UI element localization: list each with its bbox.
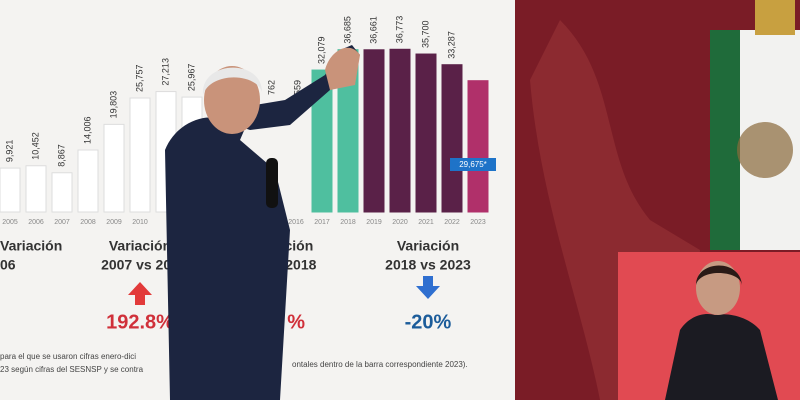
value-label: 559 bbox=[292, 80, 302, 95]
value-label: 36,685 bbox=[342, 16, 352, 44]
arrow-up bbox=[128, 282, 152, 305]
value-label: 8,867 bbox=[56, 144, 66, 167]
panel-result: -20% bbox=[405, 311, 452, 333]
bar bbox=[25, 165, 47, 213]
speaker-hair bbox=[202, 67, 262, 95]
x-tick-label: 2020 bbox=[392, 219, 408, 226]
speaker bbox=[165, 45, 360, 400]
footnote: ontales dentro de la barra correspondien… bbox=[292, 360, 468, 369]
interpreter-hair bbox=[696, 265, 742, 285]
value-label: 32,079 bbox=[316, 37, 326, 65]
x-tick-label: 2016 bbox=[288, 219, 304, 226]
x-tick-label: 2008 bbox=[80, 219, 96, 226]
panel-subtitle: 06 bbox=[0, 257, 16, 273]
value-label: 14,006 bbox=[82, 116, 92, 144]
panel-subtitle: 2007 vs 201 bbox=[101, 257, 179, 273]
flag-emblem bbox=[737, 122, 793, 178]
interpreter bbox=[665, 313, 778, 400]
bar bbox=[467, 80, 489, 213]
panel-title: Variación bbox=[397, 238, 459, 254]
value-label: 25,757 bbox=[134, 64, 144, 92]
value-label: 33,287 bbox=[446, 31, 456, 59]
arrow-down bbox=[416, 276, 440, 299]
panel-result: % bbox=[287, 311, 305, 333]
x-tick-label: 2023 bbox=[470, 219, 486, 226]
footnote: 23 según cifras del SESNSP y se contra bbox=[0, 365, 144, 374]
value-label: 35,700 bbox=[420, 20, 430, 48]
bar bbox=[77, 149, 99, 213]
x-tick-label: 2022 bbox=[444, 219, 460, 226]
x-tick-label: 2021 bbox=[418, 219, 434, 226]
x-tick-label: 2005 bbox=[2, 219, 18, 226]
value-label: 762 bbox=[266, 80, 276, 95]
panel-result: 192.8% bbox=[106, 311, 174, 333]
footnote: para el que se usaron cifras enero-dici bbox=[0, 352, 136, 361]
x-tick-label: 2009 bbox=[106, 219, 122, 226]
value-label: 19,803 bbox=[108, 91, 118, 119]
x-tick-label: 2018 bbox=[340, 219, 356, 226]
bar bbox=[51, 172, 73, 213]
x-tick-label: 2017 bbox=[314, 219, 330, 226]
bar bbox=[441, 64, 463, 213]
value-label-box bbox=[450, 158, 496, 171]
x-tick-label: 2006 bbox=[28, 219, 44, 226]
flag-pole bbox=[755, 0, 795, 35]
panel-title: Variación bbox=[109, 238, 171, 254]
x-tick-label: 2007 bbox=[54, 219, 70, 226]
x-tick-label: 2019 bbox=[366, 219, 382, 226]
value-label: 25,967 bbox=[186, 64, 196, 92]
bar bbox=[389, 48, 411, 213]
bar bbox=[0, 167, 21, 213]
value-label: 36,773 bbox=[394, 16, 404, 44]
value-label: 36,661 bbox=[368, 16, 378, 44]
bar bbox=[415, 53, 437, 213]
speaker-hand bbox=[325, 47, 360, 90]
value-label: 27,213 bbox=[160, 58, 170, 86]
speaker-face bbox=[204, 66, 260, 134]
value-label: 9,921 bbox=[4, 140, 14, 163]
value-label: 29,675* bbox=[459, 160, 487, 169]
microphone bbox=[266, 158, 278, 208]
bar bbox=[103, 123, 125, 213]
panel-title: Variación bbox=[0, 238, 62, 254]
bar bbox=[363, 49, 385, 213]
value-label: 10,452 bbox=[30, 132, 40, 160]
x-tick-label: 2010 bbox=[132, 219, 148, 226]
bar bbox=[129, 97, 151, 213]
bar bbox=[311, 69, 333, 213]
panel-subtitle: 2018 vs 2023 bbox=[385, 257, 471, 273]
